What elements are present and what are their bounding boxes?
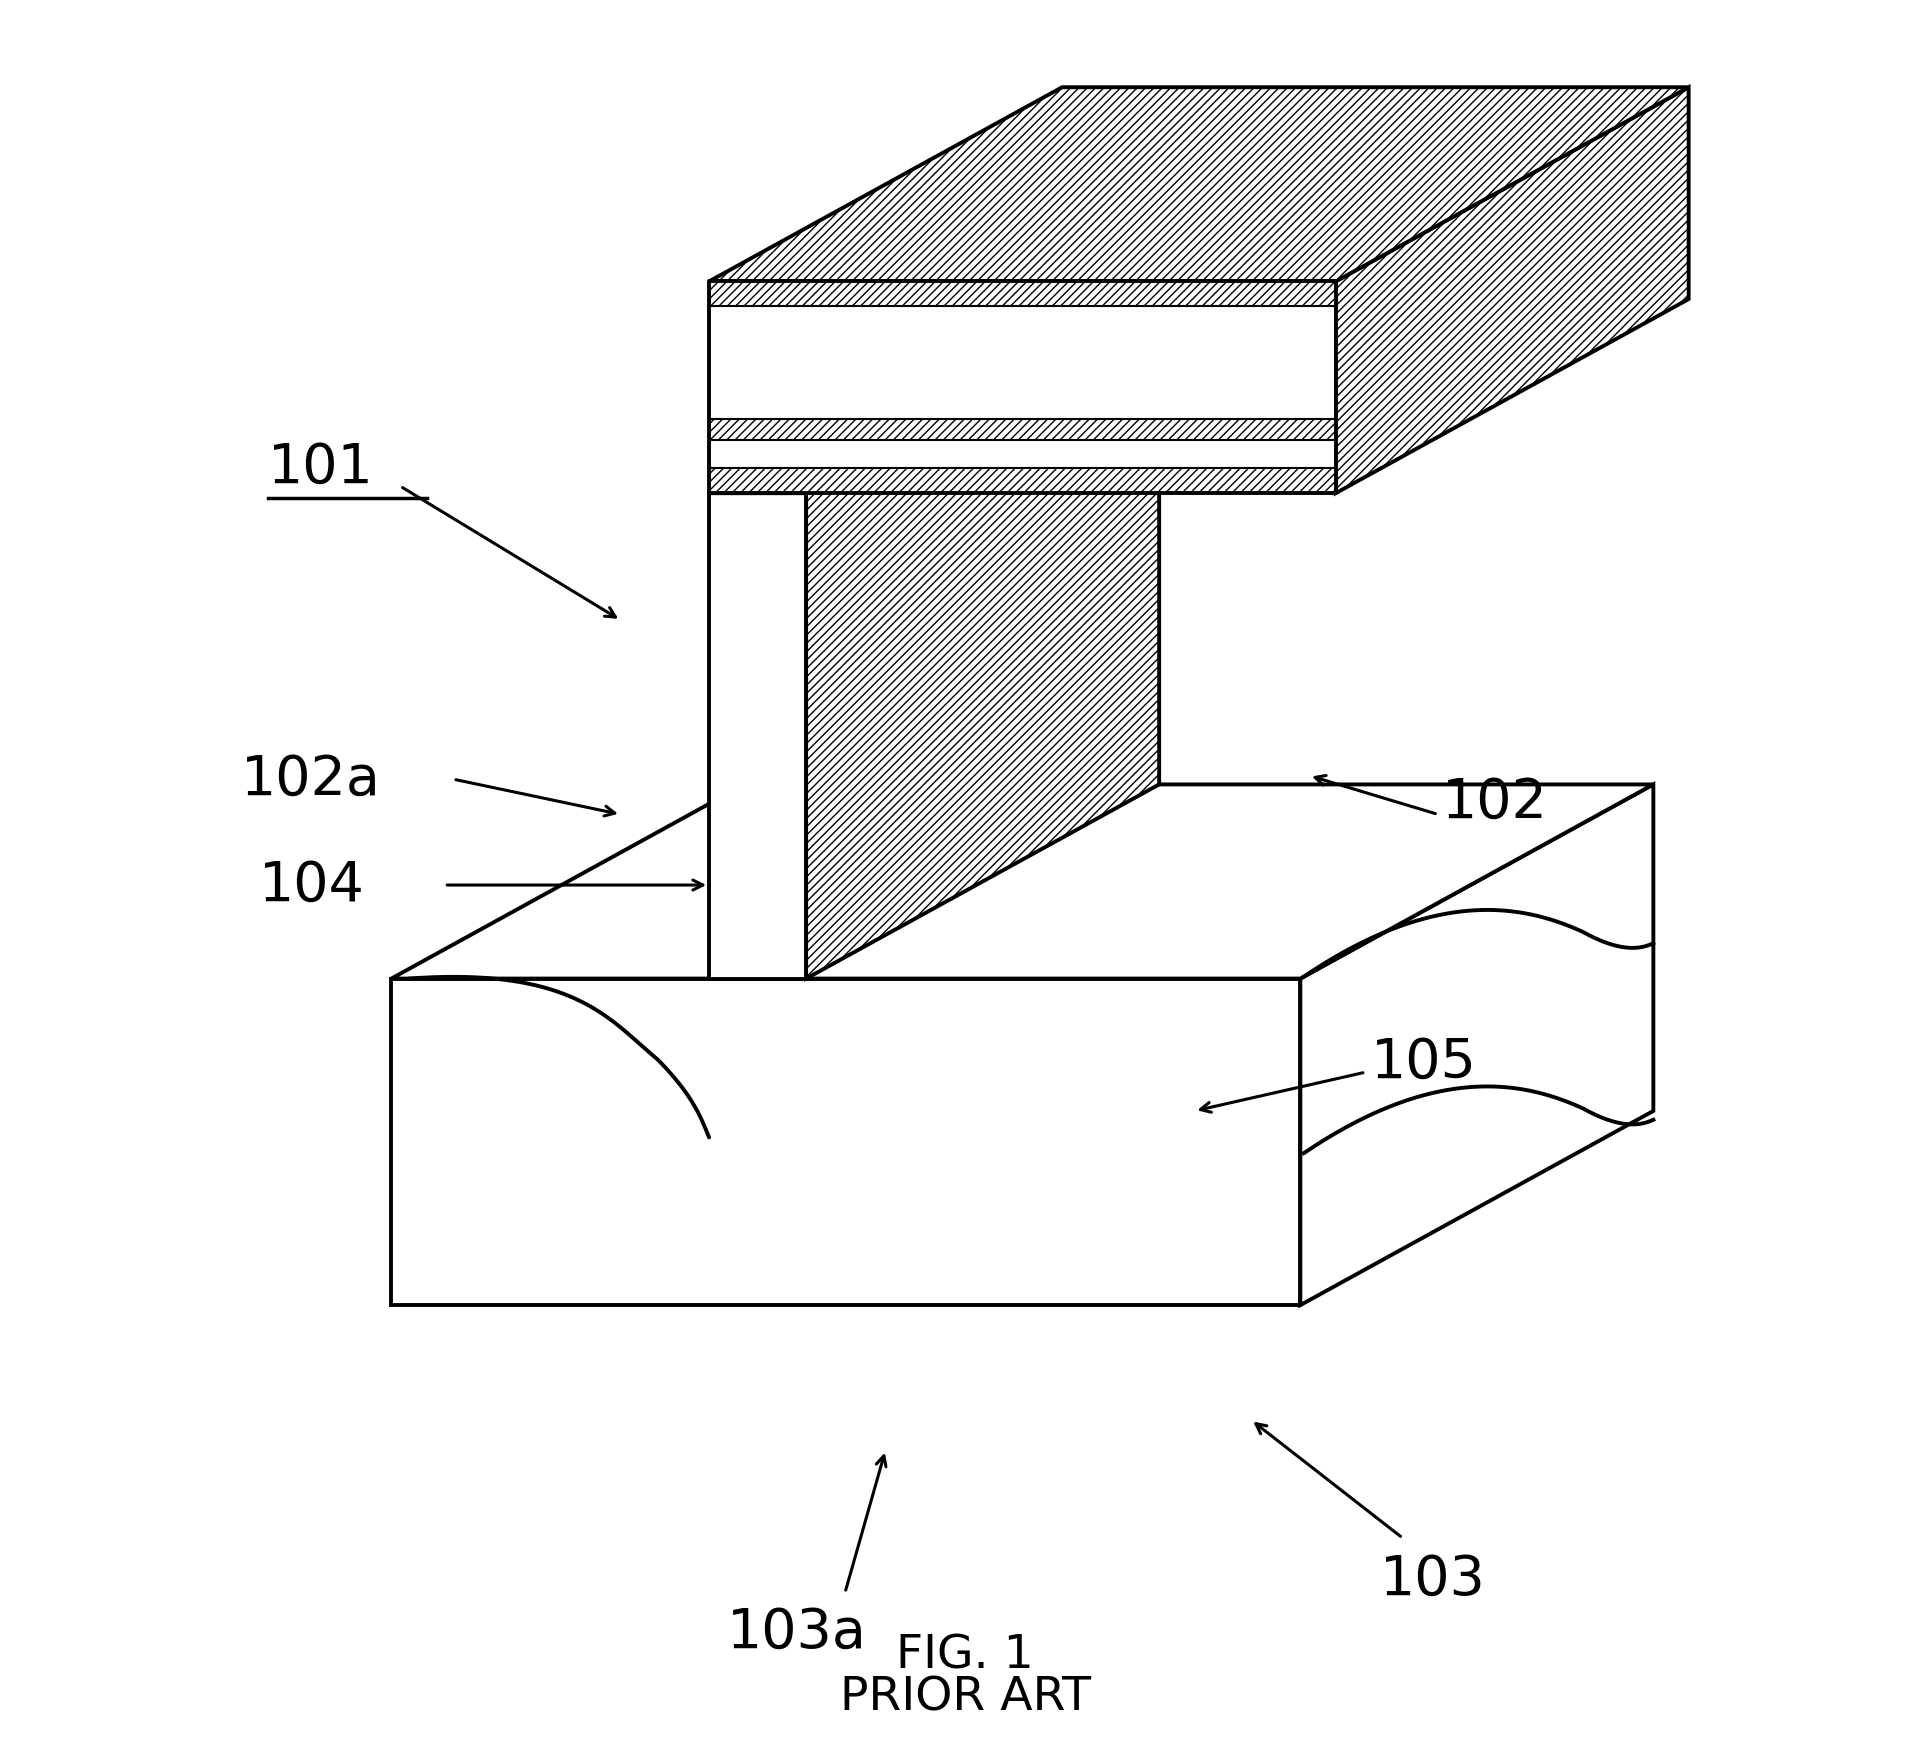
Polygon shape: [708, 494, 807, 979]
Polygon shape: [392, 785, 1654, 979]
Polygon shape: [708, 300, 1160, 494]
Text: 103: 103: [1380, 1552, 1486, 1605]
Text: 102: 102: [1442, 776, 1548, 829]
Polygon shape: [807, 300, 1160, 979]
Polygon shape: [708, 282, 1336, 307]
Polygon shape: [708, 282, 1336, 494]
Text: 104: 104: [259, 859, 365, 912]
Text: 105: 105: [1370, 1035, 1476, 1088]
Polygon shape: [392, 979, 1301, 1305]
Text: 102a: 102a: [241, 753, 382, 806]
Polygon shape: [708, 420, 1336, 441]
Polygon shape: [1301, 785, 1654, 1305]
Text: 101: 101: [268, 441, 374, 494]
Text: 103a: 103a: [728, 1605, 867, 1658]
Text: FIG. 1: FIG. 1: [896, 1632, 1034, 1678]
Polygon shape: [1336, 88, 1689, 494]
Polygon shape: [708, 469, 1336, 494]
Polygon shape: [708, 88, 1689, 282]
Text: PRIOR ART: PRIOR ART: [840, 1674, 1090, 1720]
